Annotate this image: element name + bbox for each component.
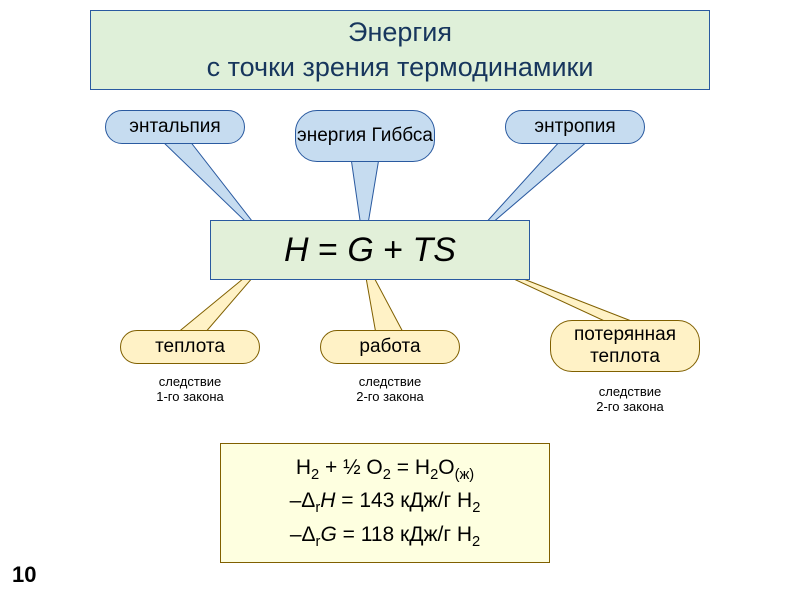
callout-entropy: энтропия [505, 110, 645, 144]
callout-work: работа [320, 330, 460, 364]
callout-lostheat: потерянная теплота [550, 320, 700, 372]
callout-enthalpy: энтальпия [105, 110, 245, 144]
callout-work-label: работа [359, 336, 420, 358]
callout-gibbs-label: энергия Гиббса [297, 125, 433, 147]
callout-heat: теплота [120, 330, 260, 364]
equation-box: H = G + TS [210, 220, 530, 280]
callout-lostheat-label: потерянная теплота [551, 324, 699, 368]
callout-heat-label: теплота [155, 336, 225, 358]
callout-enthalpy-label: энтальпия [129, 116, 220, 138]
equation-text: H = G + TS [284, 231, 456, 270]
callout-entropy-label: энтропия [534, 116, 615, 138]
callout-gibbs: энергия Гиббса [295, 110, 435, 162]
tail-lostheat [0, 0, 800, 600]
